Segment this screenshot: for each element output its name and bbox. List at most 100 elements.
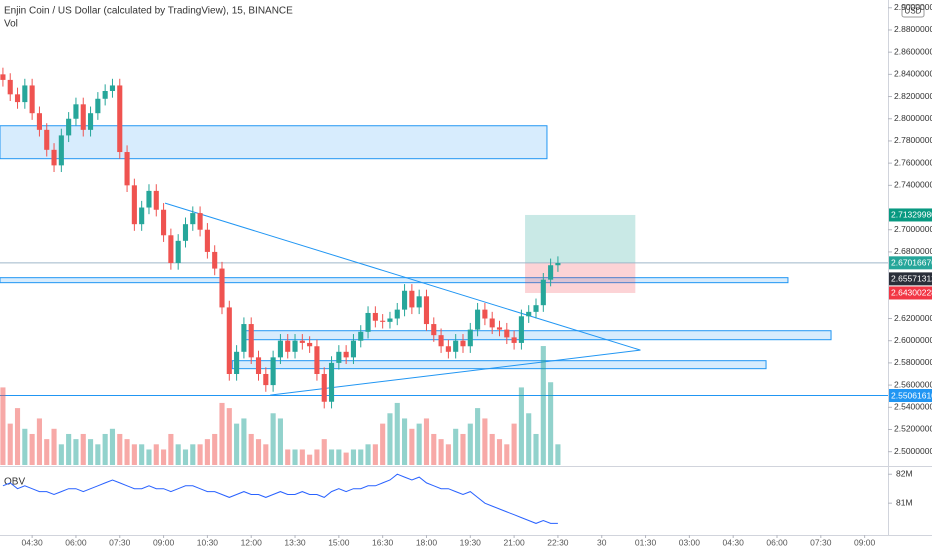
candle-body xyxy=(168,235,174,264)
volume-bar xyxy=(504,444,510,465)
volume-bar xyxy=(343,452,349,465)
candle-body xyxy=(0,74,6,80)
candle-body xyxy=(29,85,35,114)
volume-bar xyxy=(109,428,116,465)
candle-body xyxy=(431,324,437,336)
x-tick-label: 16:30 xyxy=(372,537,394,547)
volume-bar xyxy=(117,433,123,465)
y-tick-label: 2.54000000 xyxy=(894,402,932,412)
volume-bar xyxy=(380,423,386,465)
volume-bar xyxy=(489,433,495,465)
candle-body xyxy=(372,312,378,321)
candle-body xyxy=(117,85,123,153)
volume-bar xyxy=(14,408,21,465)
volume-bar xyxy=(518,387,524,465)
volume-bar xyxy=(80,433,86,465)
candle-body xyxy=(270,357,276,386)
candle-body xyxy=(58,135,64,166)
candle-body xyxy=(197,213,203,230)
candle-body xyxy=(102,91,108,99)
candle-body xyxy=(402,290,408,310)
y-tick-label: 2.56000000 xyxy=(894,379,932,389)
candle-body xyxy=(66,118,72,136)
x-tick-label: 15:00 xyxy=(328,537,350,547)
volume-bar xyxy=(102,433,108,465)
volume-bar xyxy=(387,413,393,465)
volume-bar xyxy=(548,382,554,465)
price-label: 2.55061610 xyxy=(891,390,932,400)
candle-body xyxy=(387,318,393,322)
volume-bar xyxy=(438,439,444,465)
candle-body xyxy=(489,318,495,328)
candle-body xyxy=(336,351,342,363)
x-tick-label: 13:30 xyxy=(284,537,306,547)
trend-line xyxy=(164,202,641,351)
candle-body xyxy=(95,98,101,114)
price-label: 2.67016676 xyxy=(891,258,932,268)
volume-bar xyxy=(307,454,313,465)
y-tick-label: 2.82000000 xyxy=(894,91,932,101)
x-tick-label: 22:30 xyxy=(547,537,569,547)
volume-bar xyxy=(168,433,174,465)
volume-bar xyxy=(219,402,225,465)
candle-body xyxy=(321,373,327,402)
candle-body xyxy=(73,104,79,119)
volume-bar xyxy=(29,433,35,465)
candle-body xyxy=(219,268,225,308)
candle-body xyxy=(409,290,415,308)
candle-body xyxy=(328,362,335,402)
volume-bar xyxy=(526,413,532,465)
candle-body xyxy=(131,185,137,225)
volume-bar xyxy=(197,444,203,465)
volume-bar xyxy=(36,418,42,465)
y-tick-label: 2.68000000 xyxy=(894,246,932,256)
volume-bar xyxy=(423,418,430,465)
volume-bar xyxy=(139,444,145,465)
volume-bar xyxy=(73,439,79,465)
y-tick-label: 2.74000000 xyxy=(894,180,932,190)
volume-bar xyxy=(511,423,517,465)
candle-body xyxy=(36,113,42,130)
candle-body xyxy=(22,85,28,103)
volume-bar xyxy=(44,439,50,465)
x-tick-label: 21:00 xyxy=(503,537,525,547)
volume-bar xyxy=(66,433,72,465)
x-tick-label: 12:00 xyxy=(241,537,263,547)
volume-bar xyxy=(409,428,415,465)
volume-bar xyxy=(95,444,101,465)
target-zone xyxy=(525,214,636,263)
volume-bar xyxy=(496,439,503,465)
candle-body xyxy=(292,340,298,352)
candle-body xyxy=(299,340,305,343)
candle-body xyxy=(241,324,247,352)
candle-body xyxy=(526,311,532,317)
volume-bar xyxy=(467,423,473,465)
price-label-box xyxy=(889,286,932,300)
x-tick-label: 30 xyxy=(597,537,607,547)
zone xyxy=(0,125,548,160)
candle-body xyxy=(380,320,386,322)
volume-bar xyxy=(182,449,189,465)
volume-bar xyxy=(314,449,320,465)
volume-bar xyxy=(212,433,218,465)
volume-bar xyxy=(453,428,459,465)
currency-badge[interactable] xyxy=(901,4,925,18)
volume-bar xyxy=(131,444,137,465)
candle-body xyxy=(365,312,371,332)
candle-body xyxy=(394,309,400,319)
chart-title: Enjin Coin / US Dollar (calculated by Tr… xyxy=(4,6,293,17)
volume-bar xyxy=(204,439,210,465)
candle-body xyxy=(445,346,451,352)
y-tick-label: 2.58000000 xyxy=(894,357,932,367)
candle-body xyxy=(350,340,357,358)
volume-bar xyxy=(7,423,13,465)
candle-body xyxy=(496,327,503,330)
candle-body xyxy=(109,85,116,92)
candle-body xyxy=(548,265,554,280)
y-tick-label: 2.52000000 xyxy=(894,424,932,434)
y-tick-label: 2.80000000 xyxy=(894,113,932,123)
volume-bar xyxy=(58,444,64,465)
zone xyxy=(231,360,767,370)
candle-body xyxy=(423,296,430,325)
